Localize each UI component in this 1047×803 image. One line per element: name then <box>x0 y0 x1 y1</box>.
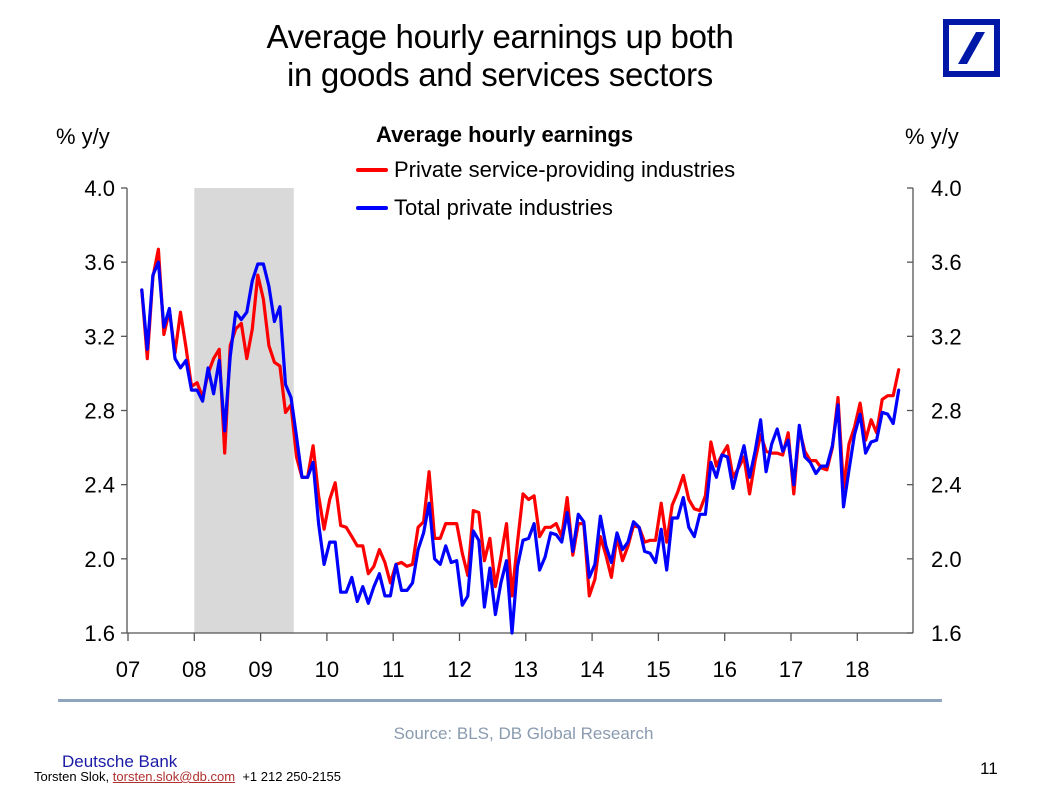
line-chart: 4.0 4.0 3.6 3.6 3.2 3.2 2.8 2.8 2.4 2.4 2.0 2.0 1.6 1… <box>84 176 961 682</box>
series-line-total-private <box>140 260 901 635</box>
legend-item-total-private: Total private industries <box>356 195 613 221</box>
chart-series <box>140 247 901 635</box>
x-tick-label: 10 <box>315 657 339 682</box>
right-y-tick-label: 1.6 <box>931 621 962 646</box>
author-contact: Torsten Slok, torsten.slok@db.com +1 212… <box>34 769 341 784</box>
legend-label-services: Private service-providing industries <box>394 157 736 182</box>
chart-axes: 4.0 4.0 3.6 3.6 3.2 3.2 2.8 2.8 2.4 2.4 2.0 2.0 1.6 1… <box>84 176 961 682</box>
deutsche-bank-logo-icon <box>943 19 1000 77</box>
left-y-tick-label: 3.2 <box>84 324 115 349</box>
left-y-tick-label: 2.4 <box>84 473 115 498</box>
left-y-tick-label: 2.0 <box>84 547 115 572</box>
left-y-tick-label: 1.6 <box>84 621 115 646</box>
x-tick-label: 17 <box>779 657 803 682</box>
author-name: Torsten Slok, <box>34 769 110 784</box>
legend-item-services: Private service-providing industries <box>356 157 735 183</box>
x-tick-label: 12 <box>447 657 471 682</box>
x-tick-label: 14 <box>580 657 604 682</box>
x-tick-label: 09 <box>248 657 272 682</box>
legend-label-total-private: Total private industries <box>394 195 613 220</box>
x-tick-label: 07 <box>116 657 140 682</box>
right-y-tick-label: 3.6 <box>931 250 962 275</box>
author-phone: +1 212 250-2155 <box>242 769 342 784</box>
left-y-tick-label: 4.0 <box>84 176 115 201</box>
right-y-tick-label: 2.8 <box>931 399 962 424</box>
x-tick-label: 08 <box>182 657 206 682</box>
x-tick-label: 16 <box>712 657 736 682</box>
right-axis-unit-label: % y/y <box>905 124 959 149</box>
slide-title-line-1: Average hourly earnings up both <box>266 18 734 55</box>
right-y-tick-label: 4.0 <box>931 176 962 201</box>
slide-title-line-2: in goods and services sectors <box>286 56 714 93</box>
source-note: Source: BLS, DB Global Research <box>393 724 654 743</box>
right-y-tick-label: 2.4 <box>931 473 962 498</box>
x-tick-label: 13 <box>514 657 538 682</box>
page-number: 11 <box>980 759 998 778</box>
right-y-tick-label: 2.0 <box>931 547 962 572</box>
recession-shading <box>194 188 294 633</box>
company-name: Deutsche Bank <box>62 752 178 771</box>
left-y-tick-label: 2.8 <box>84 399 115 424</box>
left-axis-unit-label: % y/y <box>56 124 110 149</box>
legend-swatch-blue <box>356 206 388 210</box>
slide-title: Average hourly earnings up both in goods… <box>150 18 850 94</box>
x-tick-label: 11 <box>382 657 405 682</box>
legend-swatch-red <box>356 168 388 172</box>
x-tick-label: 18 <box>845 657 869 682</box>
chart-title: Average hourly earnings <box>376 122 634 147</box>
series-line-private-services <box>140 247 901 598</box>
author-email-link[interactable]: torsten.slok@db.com <box>112 769 236 784</box>
left-y-tick-label: 3.6 <box>84 250 115 275</box>
footer-divider <box>58 699 942 702</box>
x-tick-label: 15 <box>646 657 670 682</box>
right-y-tick-label: 3.2 <box>931 324 962 349</box>
